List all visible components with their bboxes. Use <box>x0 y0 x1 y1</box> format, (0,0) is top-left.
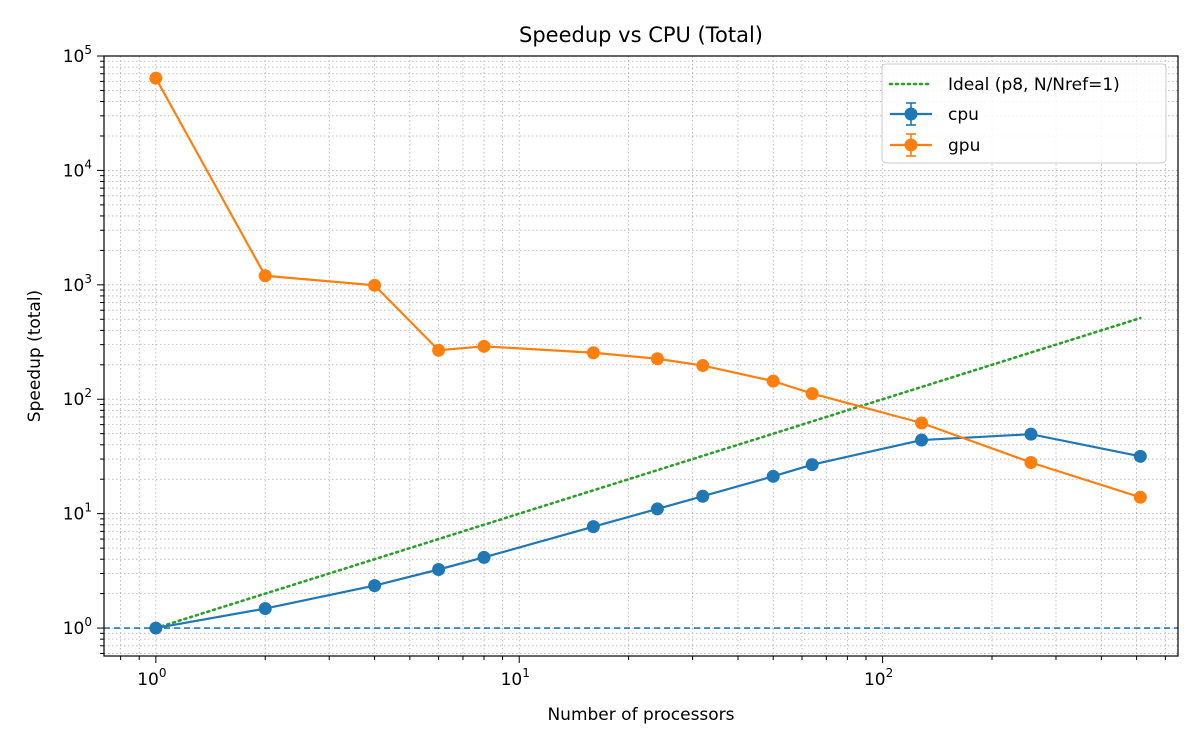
x-tick-label: 102 <box>864 666 893 690</box>
cpu-data-point <box>432 563 446 577</box>
gpu-data-point <box>1133 490 1147 504</box>
legend-cpu-label: cpu <box>948 105 979 125</box>
cpu-data-point <box>696 489 710 503</box>
x-tick-label: 100 <box>137 666 166 690</box>
gpu-data-point <box>432 343 446 357</box>
x-axis-label: Number of processors <box>547 705 734 725</box>
grid <box>104 55 1178 656</box>
gpu-data-point <box>1024 455 1038 469</box>
cpu-data-point <box>477 550 491 564</box>
x-tick-label-exponent: 2 <box>886 666 894 680</box>
y-tick-label-exponent: 4 <box>84 157 92 171</box>
gpu-data-point <box>915 416 929 430</box>
cpu-data-point <box>149 621 163 635</box>
cpu-data-point <box>586 520 600 534</box>
x-tick-label-base: 10 <box>501 670 523 690</box>
x-tick-label-base: 10 <box>137 670 159 690</box>
y-tick-label: 105 <box>63 43 92 67</box>
gpu-data-point <box>368 278 382 292</box>
y-tick-label-base: 10 <box>63 47 85 67</box>
y-tick-label-base: 10 <box>63 619 85 639</box>
chart-title: Speedup vs CPU (Total) <box>519 23 763 47</box>
y-tick-label-base: 10 <box>63 161 85 181</box>
y-tick-label-exponent: 1 <box>84 501 92 515</box>
legend-gpu-marker <box>904 138 918 152</box>
cpu-data-point <box>766 469 780 483</box>
x-tick-label-exponent: 0 <box>159 666 167 680</box>
y-tick-label: 100 <box>63 615 92 639</box>
x-tick-label: 101 <box>501 666 530 690</box>
y-tick-label-exponent: 0 <box>84 615 92 629</box>
series-layer <box>149 71 1147 635</box>
cpu-data-point <box>1024 427 1038 441</box>
gpu-data-point <box>149 71 163 85</box>
cpu-data-point <box>650 502 664 516</box>
cpu-data-point <box>368 579 382 593</box>
legend-box <box>881 63 1167 164</box>
legend: Ideal (p8, N/Nref=1) cpu gpu <box>881 63 1167 164</box>
y-tick-label: 101 <box>63 501 92 525</box>
ideal-series-line <box>154 316 1142 630</box>
gpu-data-point <box>650 352 664 366</box>
y-axis-label: Speedup (total) <box>25 290 45 422</box>
y-tick-label-base: 10 <box>63 505 85 525</box>
y-tick-label-base: 10 <box>63 390 85 410</box>
plot-frame <box>103 55 1179 657</box>
cpu-data-point <box>1133 449 1147 463</box>
cpu-data-point <box>915 433 929 447</box>
gpu-data-point <box>258 269 272 283</box>
cpu-data-point <box>805 458 819 472</box>
y-tick-label: 104 <box>63 157 92 181</box>
y-tick-label-base: 10 <box>63 276 85 296</box>
y-tick-label: 102 <box>63 386 92 410</box>
cpu-data-point <box>258 602 272 616</box>
legend-cpu-marker <box>904 107 918 121</box>
legend-ideal-label: Ideal (p8, N/Nref=1) <box>948 75 1120 95</box>
gpu-data-point <box>586 346 600 360</box>
y-tick-label-exponent: 2 <box>84 386 92 400</box>
y-tick-label-exponent: 3 <box>84 272 92 286</box>
legend-gpu-label: gpu <box>948 136 980 156</box>
x-tick-label-exponent: 1 <box>522 666 530 680</box>
gpu-data-point <box>477 339 491 353</box>
gpu-data-point <box>805 387 819 401</box>
y-tick-label-exponent: 5 <box>84 43 92 57</box>
gpu-data-point <box>696 359 710 373</box>
y-tick-label: 103 <box>63 272 92 296</box>
x-tick-label-base: 10 <box>864 670 886 690</box>
gpu-data-point <box>766 374 780 388</box>
